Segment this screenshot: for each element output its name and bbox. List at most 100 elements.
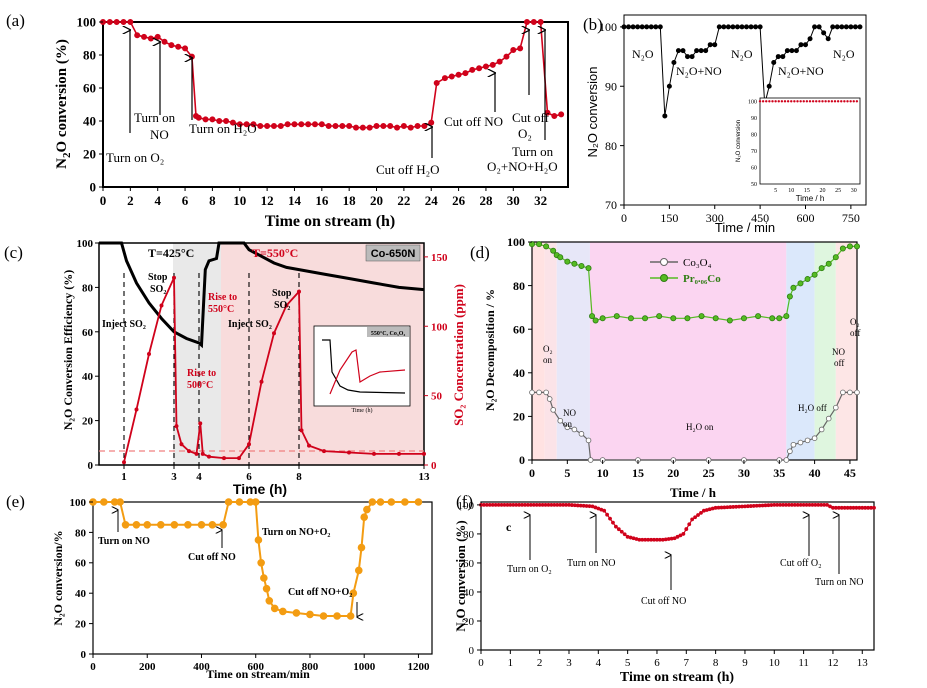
data-point (611, 520, 615, 525)
data-point (716, 505, 721, 510)
data-point (658, 537, 662, 542)
data-point (587, 457, 594, 463)
data-point (271, 331, 276, 336)
data-point (198, 421, 203, 426)
data-point (543, 503, 548, 507)
data-point (246, 442, 251, 447)
data-point (757, 24, 763, 30)
data-point (783, 313, 790, 320)
data-point (186, 449, 191, 454)
data-point (482, 63, 489, 70)
data-point (748, 504, 753, 508)
panel-b-xlabel: Time / min (715, 220, 775, 235)
data-point (407, 124, 414, 131)
panel-b-plot-frame (623, 14, 867, 206)
data-point (635, 24, 641, 30)
panel-e-annotations: Turn on NO Cut off NO Turn on NO+O₂ Cut … (98, 510, 357, 617)
data-point (707, 42, 713, 48)
panel-c-legend: Co-650N (371, 248, 416, 260)
legend-marker-prco (660, 274, 668, 282)
data-point (508, 503, 513, 507)
data-point (353, 124, 360, 131)
data-point (599, 507, 604, 512)
legend-label-prco: Pr₀.₀₆Co (683, 273, 721, 285)
inset-point (774, 100, 777, 103)
data-point (482, 503, 486, 507)
data-point (100, 498, 108, 506)
data-point (357, 543, 366, 552)
data-point (564, 424, 571, 431)
data-point (793, 48, 799, 54)
x-tick-label: 9 (742, 657, 748, 669)
y-tick-label: 0 (469, 645, 475, 657)
data-point (833, 404, 839, 411)
c-inset-frame (313, 325, 411, 407)
panel-d-xlabel: Time / h (670, 485, 717, 500)
data-point (797, 280, 804, 287)
x-tick-label: 5 (625, 657, 631, 669)
data-point (739, 24, 745, 30)
data-point (122, 460, 127, 465)
panel-e-label: (e) (6, 492, 25, 511)
data-point (833, 505, 838, 510)
data-point (669, 536, 674, 541)
annotation-f-turn-on-no-2: Turn on NO (815, 577, 864, 588)
y-tick-label: 60 (513, 322, 525, 336)
y-tick-label: 60 (82, 327, 94, 339)
data-point (681, 532, 686, 536)
phase-band (532, 242, 545, 460)
data-point (866, 505, 871, 510)
phase-band (556, 242, 590, 460)
data-point (394, 124, 401, 131)
data-point (455, 71, 462, 78)
data-point (368, 498, 377, 506)
data-point (277, 122, 284, 129)
data-point (616, 527, 621, 532)
data-point (354, 566, 363, 575)
data-point (690, 517, 695, 522)
data-point (640, 537, 645, 542)
inset-point (765, 100, 768, 103)
data-point (825, 415, 832, 422)
panel-d-annotations: O₂ on NO on H₂O on H₂O off NO off O₂ off (543, 317, 860, 432)
data-point (687, 522, 692, 527)
series-line (99, 241, 425, 349)
data-point (208, 520, 217, 529)
data-point (194, 451, 199, 456)
data-point (469, 66, 476, 73)
data-point (251, 498, 260, 506)
x-tick-label: 24 (425, 193, 439, 208)
x-tick-label: 600 (247, 661, 264, 673)
x-tick-label: 2 (127, 193, 134, 208)
annotation-n2o-3: N₂O (833, 47, 855, 61)
y-right-tick-label: 100 (431, 321, 448, 333)
annotation-turn-on-no: Turn on (134, 110, 176, 125)
annotation-no-off: NO (832, 347, 845, 357)
y-right-tick-label: 50 (431, 391, 443, 403)
data-point (170, 520, 179, 529)
data-point (120, 18, 127, 25)
data-point (712, 315, 719, 322)
data-point (299, 428, 304, 433)
x-tick-label: 0 (90, 661, 96, 673)
annotation-rise-500b: 500°C (187, 380, 213, 391)
data-point (575, 503, 580, 508)
data-point (305, 121, 312, 128)
data-point (146, 351, 151, 356)
data-point (106, 18, 113, 25)
panel-e: (e) 0 200 400 600 800 1000 1200 0 20 40 60 80 100 Ti… (6, 492, 433, 681)
data-point (134, 407, 139, 412)
inset-point (855, 100, 859, 103)
data-point (235, 498, 244, 506)
data-point (291, 121, 298, 128)
c-inset-black-curve (322, 339, 406, 394)
y-tick-label: 90 (605, 79, 617, 93)
data-point (589, 313, 596, 320)
data-point (537, 18, 544, 25)
data-point (775, 503, 780, 507)
data-point (448, 73, 455, 80)
annotation-cut-off-o2: Cut off (512, 110, 550, 125)
y-tick-label: 100 (507, 235, 525, 249)
y-right-tick-label: 150 (431, 252, 448, 264)
